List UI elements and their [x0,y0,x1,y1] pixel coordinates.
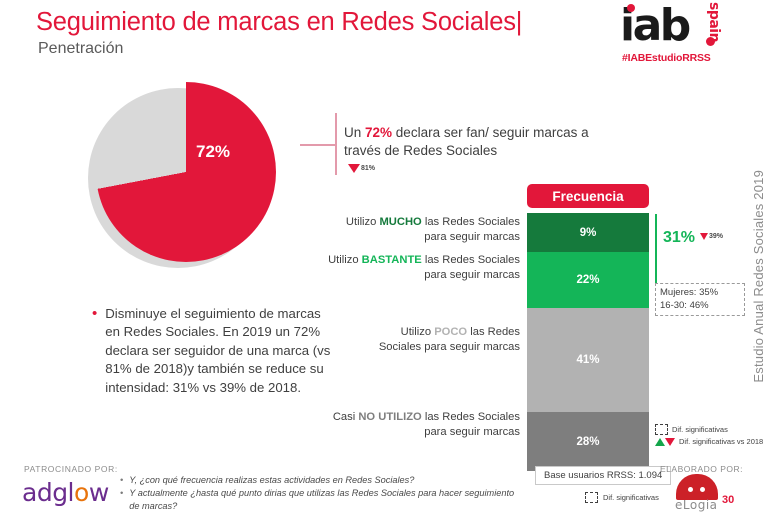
bar-label-no-utilizo: Casi NO UTILIZO las Redes Sociales para … [305,410,520,439]
triangle-down-icon [348,164,360,173]
question-2-text: Y actualmente ¿hasta qué punto dirias qu… [129,488,515,511]
bullet-marker-icon: • [92,305,98,322]
label-line2: para seguir marcas [424,425,520,438]
elogia-wordmark: eLogia [675,498,718,512]
frequency-bracket-trend-value: 39% [709,233,724,240]
pie-value-label: 72% [196,142,231,161]
legend-label: Dif. significativas vs 2018 [679,437,764,446]
bar-segment-mucho: 9% [527,213,649,252]
label-highlight: NO UTILIZO [358,411,422,423]
label-pre: Casi [332,411,359,423]
base-users-box: Base usuarios RRSS: 1.094 [535,466,672,485]
label-pre: Utilizo [345,216,380,228]
footer-divider [0,455,768,456]
label-line2: para seguir marcas [424,268,520,281]
spain-wordmark: spain [706,2,722,43]
elogia-eye-right-icon [700,487,705,492]
question-row-1: • Y, ¿con qué frecuencia realizas estas … [120,474,520,487]
callout-prefix: Un [344,125,366,140]
callout-rest: declara ser fan/ seguir marcas a través … [344,125,589,158]
label-post: las Redes Sociales [421,216,520,228]
callout-trend-indicator: 81% [348,164,375,173]
label-highlight: MUCHO [379,216,422,228]
adglow-part3: w [88,478,109,507]
elaborated-by-label: ELABORADO POR: [660,464,744,474]
page-subtitle: Penetración [38,40,124,57]
page-number: 30 [722,494,735,506]
legend-item-dif-significativas: Dif. significativas [655,424,763,435]
study-vertical-caption: Estudio Anual Redes Sociales 2019 [751,170,766,383]
question-1-text: Y, ¿con qué frecuencia realizas estas ac… [129,475,415,485]
frequency-stacked-bar: 9% 22% 41% 28% [527,213,649,471]
callout-trend-value: 81% [361,165,376,172]
adglow-part2: o [74,478,89,507]
segment-note-box: Mujeres: 35% 16-30: 46% [655,283,745,316]
callout-leader-line-vertical [335,113,337,175]
page-title: Seguimiento de marcas en Redes Sociales| [36,8,523,36]
label-line2: para seguir marcas [424,230,520,243]
note-line-1: Mujeres: 35% [660,287,719,298]
bar-segment-no-utilizo: 28% [527,412,649,471]
label-post: las Redes Sociales [421,411,520,423]
question-row-2: • Y actualmente ¿hasta qué punto dirias … [120,487,520,513]
triangle-pair-icon [655,437,675,446]
elogia-logo: eLogia [668,474,738,512]
sponsor-label: PATROCINADO POR: [24,464,118,474]
insight-bullet-text: Disminuye el seguimiento de marcas en Re… [105,306,331,395]
logo-dot-end-icon [706,37,715,46]
legend-label: Dif. significativas [603,493,659,502]
triangle-down-icon [700,233,708,240]
triangle-up-icon [655,437,665,446]
callout-leader-line-horizontal [300,144,336,146]
frequency-bracket-value: 31% [663,229,696,246]
iab-spain-logo: iab spain #IABEstudioRRSS [620,2,742,68]
bullet-marker-icon: • [120,475,124,485]
penetration-pie-chart: 72% [88,82,303,282]
bar-segment-bastante: 22% [527,252,649,308]
significance-legend: Dif. significativas Dif. significativas … [655,424,763,448]
frequency-badge: Frecuencia [527,184,649,208]
bar-label-bastante: Utilizo BASTANTE las Redes Sociales para… [305,253,520,282]
insight-bullet: • Disminuye el seguimiento de marcas en … [92,305,332,397]
bar-label-mucho: Utilizo MUCHO las Redes Sociales para se… [305,215,520,244]
hashtag-label: #IABEstudioRRSS [622,52,711,64]
elogia-eye-left-icon [688,487,693,492]
label-post: las Redes [467,326,520,338]
logo-dot-icon [627,4,635,12]
dashed-box-icon [655,424,668,435]
bar-label-poco: Utilizo POCO las Redes Sociales para seg… [305,325,520,354]
note-line-2: 16-30: 46% [660,299,709,311]
frequency-bracket-trend: 39% [700,233,723,240]
label-pre: Utilizo [400,326,435,338]
adglow-logo: adglow [22,478,109,507]
callout-highlight: 72% [365,125,393,140]
label-post: las Redes Sociales [421,254,520,266]
triangle-down-icon [665,437,675,446]
frequency-bracket-line [655,214,657,308]
pie-slice-red [96,82,276,262]
label-highlight: POCO [434,326,468,338]
label-line2: Sociales para seguir marcas [378,340,520,353]
bullet-marker-icon: • [120,488,124,498]
label-pre: Utilizo [328,254,362,266]
bar-segment-poco: 41% [527,308,649,412]
label-highlight: BASTANTE [361,254,422,266]
callout-text: Un 72% declara ser fan/ seguir marcas a … [344,124,604,160]
elogia-mark-icon [676,474,718,500]
dashed-box-icon [585,492,598,503]
legend-label: Dif. significativas [672,425,728,434]
survey-questions: • Y, ¿con qué frecuencia realizas estas … [120,474,520,513]
footer-significance-legend: Dif. significativas [585,492,659,503]
adglow-part1: adgl [22,478,75,507]
legend-item-dif-significativas-vs-2018: Dif. significativas vs 2018 [655,436,763,447]
